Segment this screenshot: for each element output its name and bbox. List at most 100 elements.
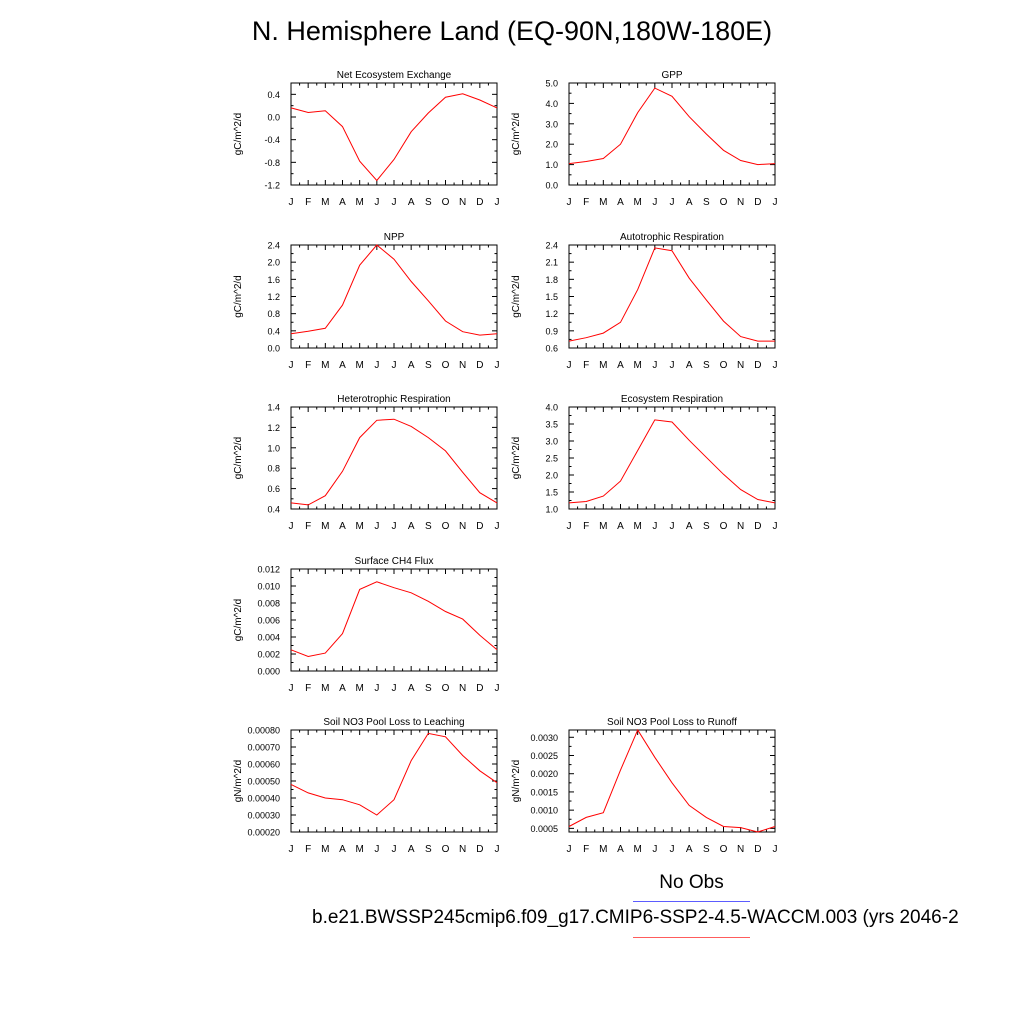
y-tick-label: 1.5 [545, 488, 558, 498]
x-tick-label: J [374, 521, 379, 532]
y-tick-label: 0.0010 [530, 806, 558, 816]
x-tick-label: A [617, 844, 624, 855]
y-tick-label: -0.8 [264, 158, 280, 168]
y-tick-label: 3.0 [545, 437, 558, 447]
y-tick-label: 4.0 [545, 403, 558, 413]
panel-title: Ecosystem Respiration [621, 394, 723, 405]
x-tick-label: J [392, 683, 397, 694]
y-tick-label: 0.8 [267, 464, 280, 474]
x-tick-label: D [476, 197, 483, 208]
x-tick-label: J [652, 360, 657, 371]
x-tick-label: N [459, 360, 466, 371]
x-tick-label: D [754, 844, 761, 855]
x-tick-label: M [599, 521, 607, 532]
y-tick-label: 0.6 [267, 484, 280, 494]
x-tick-label: A [617, 521, 624, 532]
x-tick-label: D [754, 521, 761, 532]
series-line [290, 244, 498, 336]
x-tick-label: J [652, 844, 657, 855]
x-tick-label: N [459, 521, 466, 532]
x-tick-label: O [442, 521, 450, 532]
y-tick-label: 0.00060 [247, 760, 280, 770]
y-axis-label: gC/m^2/d [233, 275, 244, 318]
x-tick-label: A [339, 844, 346, 855]
y-tick-label: 4.0 [545, 99, 558, 109]
x-tick-label: J [567, 844, 572, 855]
x-tick-label: J [392, 521, 397, 532]
x-tick-label: O [720, 360, 728, 371]
series-line [568, 247, 775, 342]
x-tick-label: F [583, 360, 589, 371]
y-tick-label: 1.8 [545, 275, 558, 285]
x-tick-label: F [305, 683, 311, 694]
y-axis-label: gC/m^2/d [511, 113, 522, 156]
legend-case-line [633, 937, 750, 938]
series-line [290, 418, 498, 506]
y-tick-label: 0.0020 [530, 769, 558, 779]
x-tick-label: A [617, 360, 624, 371]
y-tick-label: 1.6 [267, 275, 280, 285]
x-tick-label: F [305, 521, 311, 532]
x-tick-label: N [459, 844, 466, 855]
x-tick-label: O [442, 197, 450, 208]
y-tick-label: 0.9 [545, 326, 558, 336]
x-tick-label: J [374, 683, 379, 694]
y-tick-label: 0.6 [545, 344, 558, 354]
y-tick-label: 0.0030 [530, 733, 558, 743]
y-tick-label: -1.2 [264, 181, 280, 191]
x-tick-label: F [305, 197, 311, 208]
y-axis-label: gC/m^2/d [511, 275, 522, 318]
x-tick-label: J [567, 521, 572, 532]
x-tick-label: J [773, 360, 778, 371]
x-tick-label: J [670, 844, 675, 855]
y-tick-label: 0.00050 [247, 777, 280, 787]
y-tick-label: 0.4 [267, 326, 280, 336]
y-tick-label: 2.0 [545, 140, 558, 150]
x-tick-label: J [289, 683, 294, 694]
x-tick-label: S [703, 360, 710, 371]
y-tick-label: 2.0 [267, 258, 280, 268]
y-tick-label: 0.00040 [247, 794, 280, 804]
x-tick-label: M [355, 360, 363, 371]
x-tick-label: A [408, 683, 415, 694]
x-tick-label: J [289, 521, 294, 532]
x-tick-label: A [686, 844, 693, 855]
x-tick-label: M [633, 360, 641, 371]
x-tick-label: M [355, 683, 363, 694]
x-tick-label: S [425, 360, 432, 371]
y-tick-label: 0.0015 [530, 787, 558, 797]
y-tick-label: 0.4 [267, 90, 280, 100]
x-tick-label: N [737, 197, 744, 208]
x-tick-label: A [408, 360, 415, 371]
x-tick-label: A [686, 521, 693, 532]
y-tick-label: 0.002 [257, 650, 280, 660]
y-tick-label: 3.5 [545, 420, 558, 430]
panel-title: Soil NO3 Pool Loss to Runoff [607, 717, 737, 728]
x-tick-label: F [583, 521, 589, 532]
x-tick-label: O [442, 844, 450, 855]
panel-title: NPP [384, 232, 405, 243]
panel-title: Net Ecosystem Exchange [337, 70, 452, 81]
x-tick-label: A [339, 521, 346, 532]
x-tick-label: A [408, 197, 415, 208]
y-tick-label: 1.0 [267, 443, 280, 453]
legend-obs-label: No Obs [659, 872, 724, 893]
x-tick-label: J [374, 844, 379, 855]
x-tick-label: J [495, 683, 500, 694]
x-tick-label: D [476, 683, 483, 694]
x-tick-label: J [495, 844, 500, 855]
x-tick-label: F [305, 844, 311, 855]
x-tick-label: N [737, 521, 744, 532]
x-tick-label: M [599, 360, 607, 371]
y-tick-label: 0.00080 [247, 726, 280, 736]
x-tick-label: O [720, 197, 728, 208]
x-tick-label: J [289, 844, 294, 855]
x-tick-label: N [737, 844, 744, 855]
x-tick-label: M [633, 844, 641, 855]
series-line [568, 728, 776, 833]
y-tick-label: 0.00030 [247, 811, 280, 821]
